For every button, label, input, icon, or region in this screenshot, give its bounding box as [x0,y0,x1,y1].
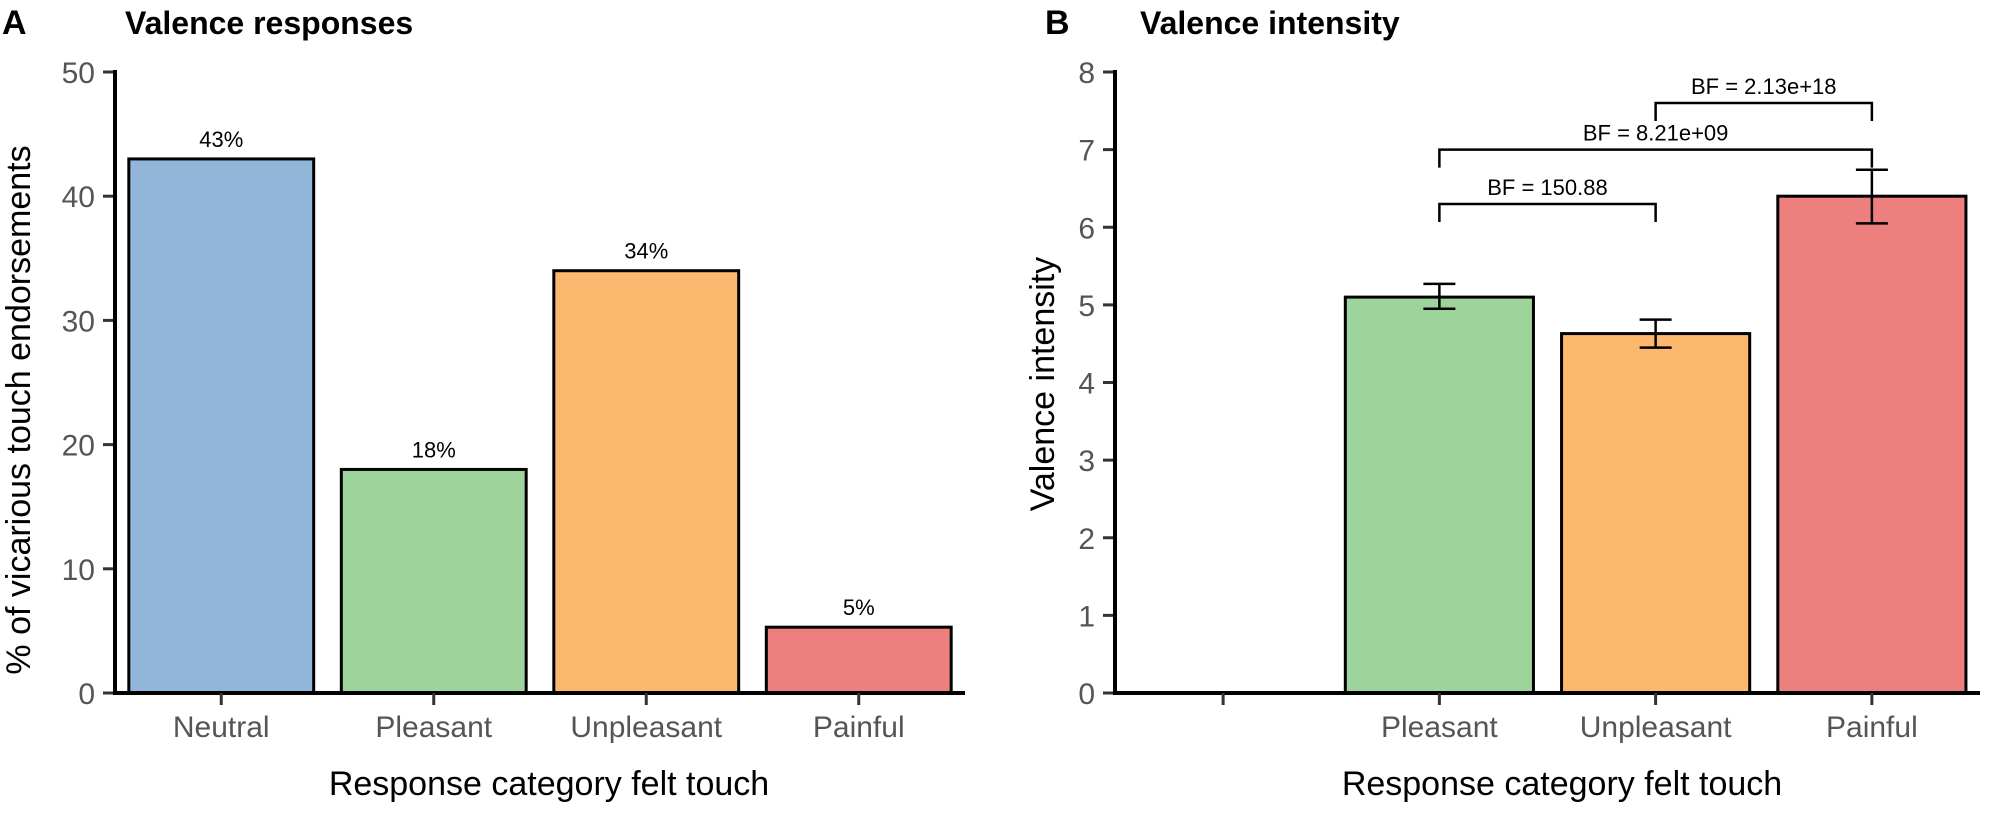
panel-b-title: Valence intensity [1140,5,1400,41]
panel-a-y-tick-label: 0 [78,678,95,711]
panel-b-comparison-label: BF = 150.88 [1487,175,1607,200]
panel-b-y-tick-label: 0 [1078,678,1095,711]
panel-a-bar-pleasant [339,467,528,695]
panel-b-comparison-label: BF = 8.21e+09 [1583,121,1729,146]
panel-a-x-tick-label: Neutral [173,711,270,744]
panel-a-data-label: 43% [199,127,243,152]
panel-a-x-tick-label: Pleasant [375,711,492,744]
panel-a-data-label: 34% [624,239,668,264]
panel-a-y-tick-label: 10 [62,554,95,587]
panel-a-y-tick-label: 20 [62,430,95,463]
panel-b-x-tick-label: Unpleasant [1580,711,1732,744]
panel-b-y-tick-label: 5 [1078,290,1095,323]
panel-a-y-tick-label: 40 [62,181,95,214]
panel-b-y-tick-label: 6 [1078,212,1095,245]
panel-b-comparison-bracket [1438,202,1657,222]
panel-a-y-tick-label: 30 [62,305,95,338]
panel-b-y-tick-label: 3 [1078,445,1095,478]
panel-b-y-tick-label: 2 [1078,523,1095,556]
panel-a-title: Valence responses [125,5,413,41]
panel-a-y-axis-title: % of vicarious touch endorsements [0,145,38,674]
panel-b-bar-unpleasant [1560,332,1752,695]
panel-a-x-axis-title: Response category felt touch [329,765,769,803]
panel-a-x-tick-label: Unpleasant [570,711,722,744]
panel-a-data-label: 18% [412,437,456,462]
panel-b-comparison-bracket [1438,148,1874,168]
panel-a-bar-neutral [127,157,316,695]
panel-a-bar-unpleasant [552,269,741,695]
panel-b-x-tick-label: Painful [1826,711,1918,744]
panel-b-y-tick-label: 4 [1078,368,1095,401]
panel-b-y-tick-label: 7 [1078,135,1095,168]
panel-a-plot: 0 10 20 30 40 50 43% 18% 34% 5% Neutral Pleasant Unp… [62,57,965,744]
panel-a-y-tick-label: 50 [62,57,95,90]
panel-b-plot: 0 1 2 3 4 5 6 7 8 BF = 150.88 BF = 8.21e+09 BF = 2.… [1078,57,1980,744]
panel-b-letter: B [1045,4,1070,42]
panel-a-bar-painful [764,625,953,695]
panel-a-data-label: 5% [843,595,875,620]
panel-a-letter: A [2,4,27,42]
panel-b-x-tick-label: Pleasant [1381,711,1498,744]
panel-b-x-axis-title: Response category felt touch [1342,765,1782,803]
panel-b-comparison-label: BF = 2.13e+18 [1691,74,1837,99]
panel-b-comparison-bracket [1654,101,1874,122]
panel-b-y-axis-title: Valence intensity [1024,257,1062,512]
panel-b-y-tick-label: 8 [1078,57,1095,90]
panel-b-bar-pleasant [1343,295,1535,695]
panel-a-x-tick-label: Painful [813,711,905,744]
panel-b-y-tick-label: 1 [1078,600,1095,633]
panel-b-bar-painful [1776,194,1968,695]
